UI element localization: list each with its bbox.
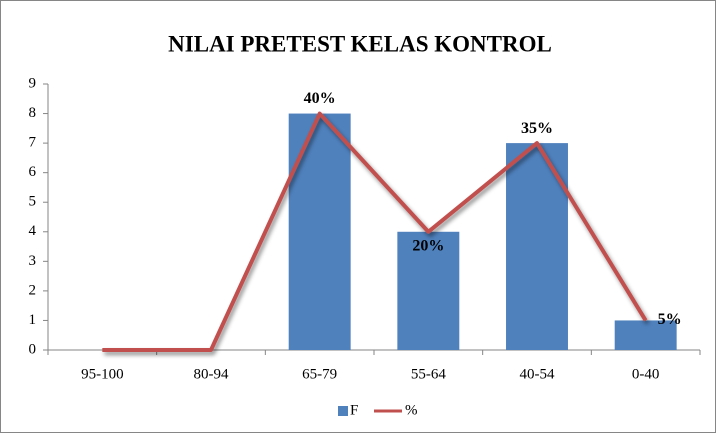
bar xyxy=(506,143,568,350)
bar xyxy=(397,231,460,350)
x-tick-label: 55-64 xyxy=(411,366,446,382)
line xyxy=(102,111,648,352)
data-label: 40% xyxy=(304,90,336,107)
y-tick-label: 8 xyxy=(29,105,37,121)
chart-title: NILAI PRETEST KELAS KONTROL xyxy=(168,31,552,56)
bar xyxy=(614,320,677,350)
x-tick-label: 65-79 xyxy=(302,366,337,382)
y-tick-label: 7 xyxy=(29,135,37,151)
legend-label: % xyxy=(405,402,418,418)
y-tick-label: 0 xyxy=(29,341,37,357)
y-tick-label: 1 xyxy=(29,312,37,328)
x-tick-label: 95-100 xyxy=(81,366,124,382)
data-label: 20% xyxy=(412,237,444,254)
legend-label: F xyxy=(350,402,358,418)
x-tick-label: 80-94 xyxy=(194,366,229,382)
y-tick-label: 3 xyxy=(29,253,37,269)
y-tick-label: 5 xyxy=(29,194,37,210)
y-tick-label: 2 xyxy=(29,282,37,298)
legend-swatch xyxy=(338,406,348,416)
y-tick-label: 4 xyxy=(29,223,37,239)
bar xyxy=(288,113,351,350)
x-tick-label: 40-54 xyxy=(520,366,555,382)
data-label: 5% xyxy=(658,311,682,328)
x-tick-label: 0-40 xyxy=(632,366,660,382)
data-label: 35% xyxy=(521,120,553,137)
y-tick-label: 9 xyxy=(29,75,37,91)
y-tick-label: 6 xyxy=(29,164,37,180)
